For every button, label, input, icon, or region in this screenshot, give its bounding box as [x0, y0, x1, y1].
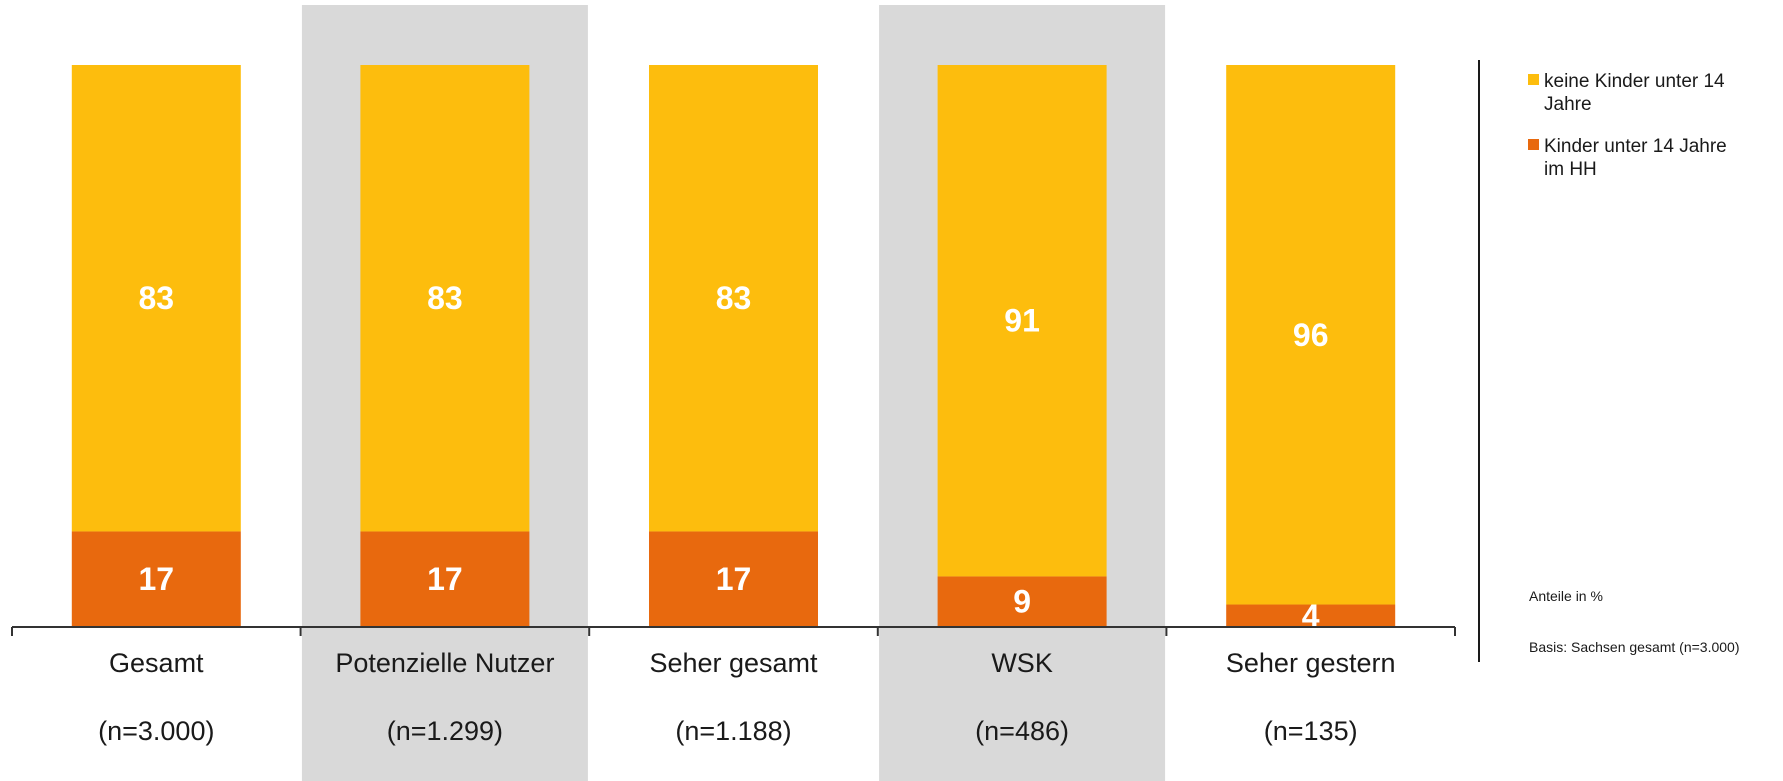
category-label: WSK [991, 648, 1053, 678]
bar-segment [649, 65, 818, 532]
data-label: 17 [427, 561, 463, 597]
units-note: Anteile in % [1529, 588, 1603, 604]
legend-swatch [1528, 139, 1539, 150]
bar-segment [937, 576, 1107, 627]
data-label: 83 [139, 280, 175, 316]
data-label: 83 [427, 280, 463, 316]
data-label: 17 [139, 561, 175, 597]
legend-item-keine-kinder: keine Kinder unter 14 Jahre [1528, 71, 1730, 115]
data-label: 9 [1013, 584, 1031, 620]
legend-label-line-1: keine Kinder unter 14 [1544, 71, 1725, 92]
basis-note: Basis: Sachsen gesamt (n=3.000) [1529, 639, 1740, 655]
sample-size-label: (n=1.188) [675, 716, 791, 746]
bar-segment [360, 531, 530, 627]
legend-item-kinder: Kinder unter 14 Jahre im HH [1528, 136, 1732, 180]
svg-text:keine Kinder unter 14: keine Kinder unter 14 Jahre [1544, 71, 1730, 115]
category-labels: Gesamt (n=3.000) Potenzielle Nutzer (n=1.29… [98, 648, 1395, 746]
sample-size-label: (n=3.000) [98, 716, 214, 746]
bar-segment [1226, 65, 1396, 605]
category-label: Potenzielle Nutzer [335, 648, 554, 678]
data-label: 83 [716, 280, 752, 316]
data-label: 4 [1302, 598, 1320, 634]
category-label: Seher gestern [1226, 648, 1396, 678]
bar-stacks: 17 83 17 83 17 83 9 91 4 96 [71, 65, 1396, 634]
sample-size-label: (n=1.299) [387, 716, 503, 746]
legend-label-line-1: Kinder unter 14 Jahre [1544, 136, 1727, 157]
sample-size-label: (n=135) [1264, 716, 1358, 746]
x-axis [11, 626, 1456, 636]
bar-segment [649, 531, 818, 627]
category-label: Seher gesamt [649, 648, 818, 678]
data-label: 17 [716, 561, 752, 597]
bar-segment [71, 65, 241, 532]
data-label: 91 [1004, 303, 1040, 339]
bar-segment [937, 65, 1107, 577]
legend: keine Kinder unter 14 Jahre Kinder unter… [1528, 71, 1732, 180]
bar-segment [360, 65, 530, 532]
category-label: Gesamt [109, 648, 204, 678]
sample-size-label: (n=486) [975, 716, 1069, 746]
legend-swatch [1528, 74, 1539, 85]
legend-label-line-2: Jahre [1544, 94, 1592, 115]
data-label: 96 [1293, 317, 1329, 353]
bar-segment [71, 531, 241, 627]
svg-text:Kinder unter 14 Jahre: Kinder unter 14 Jahre im HH [1544, 136, 1732, 180]
bar-segment [1226, 604, 1396, 627]
legend-label-line-2: im HH [1544, 159, 1597, 180]
